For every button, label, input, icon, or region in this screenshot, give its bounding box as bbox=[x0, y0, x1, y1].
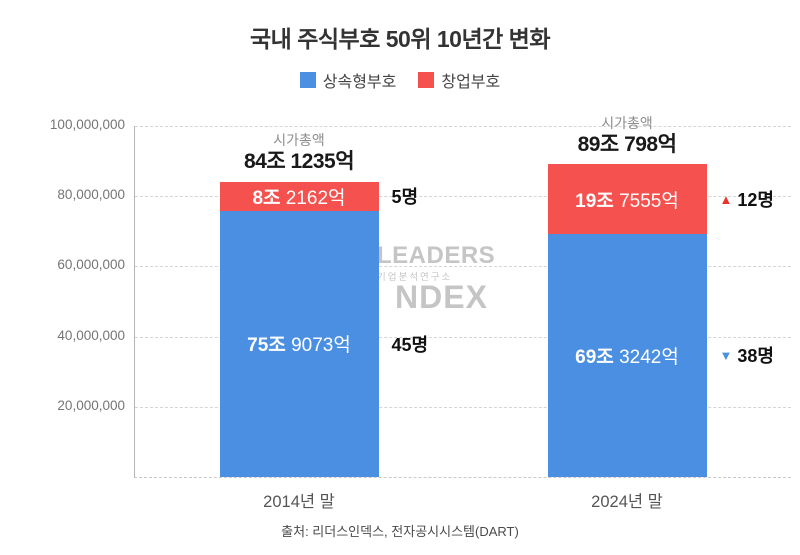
market-cap-total: 89조 798억 bbox=[577, 133, 677, 157]
bar-value-rest: 7555억 bbox=[613, 190, 679, 212]
count-text: 5명 bbox=[391, 187, 419, 208]
count-annotation: ▼ 38명 bbox=[720, 342, 774, 368]
leaders-index-watermark: LEADERS 기업분석연구소 NDEX bbox=[377, 244, 495, 313]
up-triangle-icon: ▲ bbox=[719, 191, 733, 207]
bar-value-bold: 75조 bbox=[247, 335, 286, 357]
count-annotation: 45명 bbox=[392, 331, 429, 357]
bar-value-bold: 69조 bbox=[575, 346, 614, 368]
bar-value-label: 19조 7555억 bbox=[575, 186, 679, 213]
watermark-line3: NDEX bbox=[395, 278, 488, 315]
market-cap-total: 84조 1235억 bbox=[243, 150, 355, 174]
source-note: 출처: 리더스인덱스, 전자공시시스템(DART) bbox=[281, 524, 519, 539]
bar-value-rest: 2162억 bbox=[280, 187, 346, 209]
bar-segment-inherited: 69조 3242억 bbox=[547, 233, 707, 477]
gridline bbox=[135, 336, 791, 338]
down-triangle-icon: ▼ bbox=[719, 347, 733, 363]
bar-segment-founder: 19조 7555억 bbox=[547, 164, 707, 234]
bar-value-rest: 3242억 bbox=[613, 346, 679, 368]
plot-area: 20,000,000 40,000,000 60,000,000 80,000,000… bbox=[50, 115, 791, 511]
inherited-color-swatch-icon bbox=[299, 72, 316, 88]
count-annotation: ▲ 12명 bbox=[720, 186, 774, 212]
bar-segment-inherited: 75조 9073억 bbox=[219, 210, 379, 477]
chart-title: 국내 주식부호 50위 10년간 변화 bbox=[250, 26, 551, 52]
legend-label-inherited: 상속형부호 bbox=[322, 74, 397, 91]
y-tick-label: 80,000,000 bbox=[57, 187, 125, 203]
market-cap-label: 시가총액 84조 1235억 bbox=[189, 132, 409, 176]
market-cap-caption: 시가총액 bbox=[273, 131, 325, 148]
x-axis-label: 2014년 말 bbox=[263, 493, 335, 511]
market-cap-label: 시가총액 89조 798억 bbox=[517, 115, 737, 159]
count-annotation: 5명 bbox=[392, 183, 419, 209]
y-tick-label: 20,000,000 bbox=[57, 397, 125, 413]
count-text: 12명 bbox=[737, 190, 774, 210]
bar-value-bold: 8조 bbox=[252, 187, 281, 209]
watermark-line2: 기업분석연구소 bbox=[377, 272, 453, 283]
legend: 상속형부호 창업부호 bbox=[0, 68, 800, 92]
bar-segment-founder: 8조 2162억 bbox=[219, 181, 379, 211]
watermark-line1: LEADERS bbox=[377, 242, 496, 269]
y-tick-label: 60,000,000 bbox=[57, 257, 125, 273]
gridline bbox=[135, 406, 791, 408]
gridline bbox=[135, 196, 791, 198]
count-text: 45명 bbox=[391, 334, 429, 355]
bar-value-label: 69조 3242억 bbox=[575, 342, 679, 369]
founder-color-swatch-icon bbox=[418, 72, 435, 88]
legend-item-founder: 창업부호 bbox=[418, 68, 500, 92]
legend-item-inherited: 상속형부호 bbox=[299, 68, 397, 92]
bar-value-rest: 9073억 bbox=[285, 335, 351, 357]
gridline bbox=[135, 266, 791, 268]
y-tick-label: 100,000,000 bbox=[49, 117, 125, 132]
count-text: 38명 bbox=[737, 346, 774, 367]
market-cap-caption: 시가총액 bbox=[601, 114, 653, 131]
x-axis-label: 2024년 말 bbox=[591, 493, 663, 511]
bar-value-bold: 19조 bbox=[575, 190, 614, 212]
legend-label-founder: 창업부호 bbox=[441, 74, 501, 91]
bar-value-label: 8조 2162억 bbox=[252, 183, 345, 210]
y-tick-label: 40,000,000 bbox=[57, 327, 125, 343]
bar-value-label: 75조 9073억 bbox=[247, 330, 351, 357]
gridline bbox=[135, 126, 791, 127]
